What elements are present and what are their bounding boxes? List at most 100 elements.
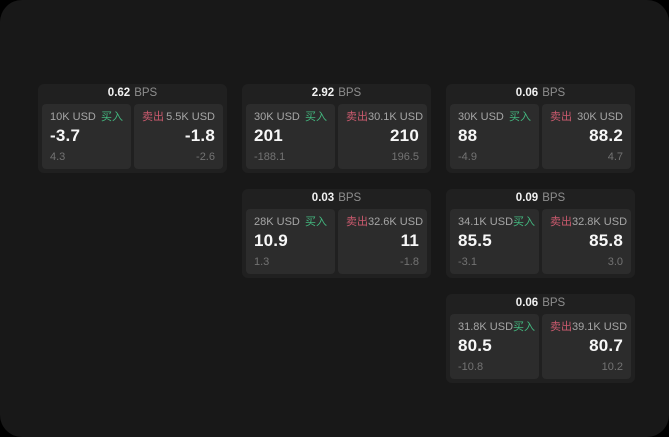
- bps-unit-label: BPS: [134, 87, 158, 100]
- buy-delta-value: -188.1: [254, 150, 286, 163]
- buy-notional-label: 31.8K USD: [458, 321, 514, 333]
- quote-card: 0.06 BPS 30K USD 买入 88 -4.9 卖出 30K USD 8…: [446, 84, 635, 173]
- sell-price-value: 11: [400, 231, 419, 251]
- sell-side-label: 卖出: [346, 216, 368, 228]
- sell-panel[interactable]: 卖出 39.1K USD 80.7 10.2: [542, 314, 631, 379]
- sell-notional-label: 32.6K USD: [368, 216, 424, 228]
- buy-side-label: 买入: [101, 111, 123, 123]
- buy-notional-label: 10K USD: [50, 111, 96, 123]
- sell-price-value: 80.7: [589, 336, 623, 356]
- buy-notional-label: 30K USD: [458, 111, 504, 123]
- sell-panel-top: 卖出 39.1K USD: [550, 321, 627, 333]
- card-body: 30K USD 买入 88 -4.9 卖出 30K USD 88.2 4.7: [450, 104, 631, 169]
- quote-card: 0.06 BPS 31.8K USD 买入 80.5 -10.8 卖出 39.1…: [446, 294, 635, 383]
- buy-side-label: 买入: [305, 111, 327, 123]
- quote-card: 0.03 BPS 28K USD 买入 10.9 1.3 卖出 32.6K US…: [242, 189, 431, 278]
- bps-value: 0.03: [311, 192, 335, 205]
- buy-panel-top: 34.1K USD 买入: [458, 216, 535, 228]
- bps-unit-label: BPS: [542, 297, 566, 310]
- buy-notional-label: 34.1K USD: [458, 216, 514, 228]
- buy-panel-top: 30K USD 买入: [458, 111, 531, 123]
- bps-header: 0.06 BPS: [450, 84, 631, 104]
- bps-value: 0.06: [515, 297, 539, 310]
- sell-panel-top: 卖出 32.8K USD: [550, 216, 627, 228]
- sell-panel-top: 卖出 30K USD: [550, 111, 623, 123]
- bps-header: 0.09 BPS: [450, 189, 631, 209]
- buy-notional-label: 30K USD: [254, 111, 300, 123]
- sell-notional-label: 30.1K USD: [368, 111, 424, 123]
- sell-side-label: 卖出: [550, 216, 572, 228]
- sell-price-value: -1.8: [184, 126, 215, 146]
- bps-header: 2.92 BPS: [246, 84, 427, 104]
- quote-card: 0.09 BPS 34.1K USD 买入 85.5 -3.1 卖出 32.8K…: [446, 189, 635, 278]
- buy-panel[interactable]: 31.8K USD 买入 80.5 -10.8: [450, 314, 539, 379]
- buy-panel[interactable]: 30K USD 买入 201 -188.1: [246, 104, 335, 169]
- bps-value: 2.92: [311, 87, 335, 100]
- bps-header: 0.62 BPS: [42, 84, 223, 104]
- bps-value: 0.09: [515, 192, 539, 205]
- bps-header: 0.06 BPS: [450, 294, 631, 314]
- sell-notional-label: 5.5K USD: [166, 111, 215, 123]
- sell-delta-value: 10.2: [601, 360, 623, 373]
- buy-price-value: 201: [254, 126, 283, 146]
- sell-side-label: 卖出: [550, 111, 572, 123]
- bps-unit-label: BPS: [542, 192, 566, 205]
- card-body: 28K USD 买入 10.9 1.3 卖出 32.6K USD 11 -1.8: [246, 209, 427, 274]
- buy-side-label: 买入: [305, 216, 327, 228]
- bps-unit-label: BPS: [338, 87, 362, 100]
- buy-side-label: 买入: [513, 321, 536, 333]
- buy-panel-top: 28K USD 买入: [254, 216, 327, 228]
- card-body: 30K USD 买入 201 -188.1 卖出 30.1K USD 210 1…: [246, 104, 427, 169]
- bps-header: 0.03 BPS: [246, 189, 427, 209]
- buy-price-value: -3.7: [50, 126, 81, 146]
- sell-price-value: 210: [390, 126, 419, 146]
- sell-notional-label: 32.8K USD: [572, 216, 628, 228]
- buy-panel-top: 30K USD 买入: [254, 111, 327, 123]
- sell-delta-value: 3.0: [607, 255, 623, 268]
- card-body: 31.8K USD 买入 80.5 -10.8 卖出 39.1K USD 80.…: [450, 314, 631, 379]
- buy-price-value: 10.9: [254, 231, 288, 251]
- quote-card: 0.62 BPS 10K USD 买入 -3.7 4.3 卖出 5.5K USD…: [38, 84, 227, 173]
- sell-panel[interactable]: 卖出 32.8K USD 85.8 3.0: [542, 209, 631, 274]
- sell-panel-top: 卖出 30.1K USD: [346, 111, 423, 123]
- sell-panel-top: 卖出 32.6K USD: [346, 216, 423, 228]
- sell-notional-label: 30K USD: [577, 111, 623, 123]
- bps-unit-label: BPS: [338, 192, 362, 205]
- buy-panel-top: 10K USD 买入: [50, 111, 123, 123]
- buy-delta-value: -4.9: [458, 150, 477, 163]
- sell-panel[interactable]: 卖出 30K USD 88.2 4.7: [542, 104, 631, 169]
- sell-panel[interactable]: 卖出 32.6K USD 11 -1.8: [338, 209, 427, 274]
- sell-price-value: 85.8: [589, 231, 623, 251]
- sell-panel[interactable]: 卖出 5.5K USD -1.8 -2.6: [134, 104, 223, 169]
- buy-side-label: 买入: [513, 216, 536, 228]
- buy-panel[interactable]: 34.1K USD 买入 85.5 -3.1: [450, 209, 539, 274]
- buy-side-label: 买入: [509, 111, 531, 123]
- bps-unit-label: BPS: [542, 87, 566, 100]
- buy-notional-label: 28K USD: [254, 216, 300, 228]
- sell-panel[interactable]: 卖出 30.1K USD 210 196.5: [338, 104, 427, 169]
- sell-delta-value: 196.5: [391, 150, 419, 163]
- sell-delta-value: -2.6: [196, 150, 215, 163]
- sell-delta-value: 4.7: [607, 150, 623, 163]
- buy-price-value: 80.5: [458, 336, 492, 356]
- buy-delta-value: 4.3: [50, 150, 66, 163]
- buy-panel-top: 31.8K USD 买入: [458, 321, 535, 333]
- card-body: 34.1K USD 买入 85.5 -3.1 卖出 32.8K USD 85.8…: [450, 209, 631, 274]
- sell-price-value: 88.2: [589, 126, 623, 146]
- buy-panel[interactable]: 10K USD 买入 -3.7 4.3: [42, 104, 131, 169]
- card-body: 10K USD 买入 -3.7 4.3 卖出 5.5K USD -1.8 -2.…: [42, 104, 223, 169]
- buy-delta-value: 1.3: [254, 255, 270, 268]
- sell-side-label: 卖出: [346, 111, 368, 123]
- sell-panel-top: 卖出 5.5K USD: [142, 111, 215, 123]
- quotes-grid: 0.62 BPS 10K USD 买入 -3.7 4.3 卖出 5.5K USD…: [38, 84, 635, 383]
- buy-price-value: 85.5: [458, 231, 492, 251]
- sell-side-label: 卖出: [550, 321, 572, 333]
- buy-price-value: 88: [458, 126, 478, 146]
- buy-panel[interactable]: 28K USD 买入 10.9 1.3: [246, 209, 335, 274]
- sell-side-label: 卖出: [142, 111, 164, 123]
- bps-value: 0.62: [107, 87, 131, 100]
- bps-value: 0.06: [515, 87, 539, 100]
- buy-panel[interactable]: 30K USD 买入 88 -4.9: [450, 104, 539, 169]
- buy-delta-value: -3.1: [458, 255, 477, 268]
